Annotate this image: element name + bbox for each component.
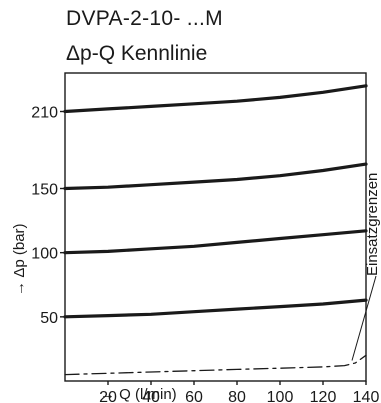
chart-title-line1: DVPA-2-10- ...M [66, 7, 223, 30]
x-tick-label: 140 [353, 389, 380, 403]
y-tick-label: 50 [40, 310, 58, 327]
y-tick-label: 100 [31, 246, 58, 263]
series-line-1 [63, 84, 368, 114]
x-tick-label: 120 [310, 389, 337, 403]
y-tick-label: 150 [31, 182, 58, 199]
annotation-einsatzgrenzen: Einsatzgrenzen [364, 173, 381, 276]
y-tick-label: 210 [31, 105, 58, 122]
series-line-4 [63, 298, 368, 319]
x-tick-label: 100 [267, 389, 294, 403]
x-tick-label: 80 [228, 389, 246, 403]
y-axis-label: → Δp (bar) [11, 223, 28, 296]
x-tick-label: 40 [142, 389, 160, 403]
annotation-leader [351, 275, 377, 361]
x-tick-label: 20 [99, 389, 117, 403]
x-axis-label: → Q (l/min) [100, 386, 177, 403]
series-line-2 [63, 162, 368, 191]
limit-curve [64, 354, 367, 376]
plot-frame [64, 72, 367, 382]
series-line-3 [63, 229, 368, 255]
chart-title-line2: Δp-Q Kennlinie [66, 42, 208, 65]
x-tick-label: 60 [185, 389, 203, 403]
